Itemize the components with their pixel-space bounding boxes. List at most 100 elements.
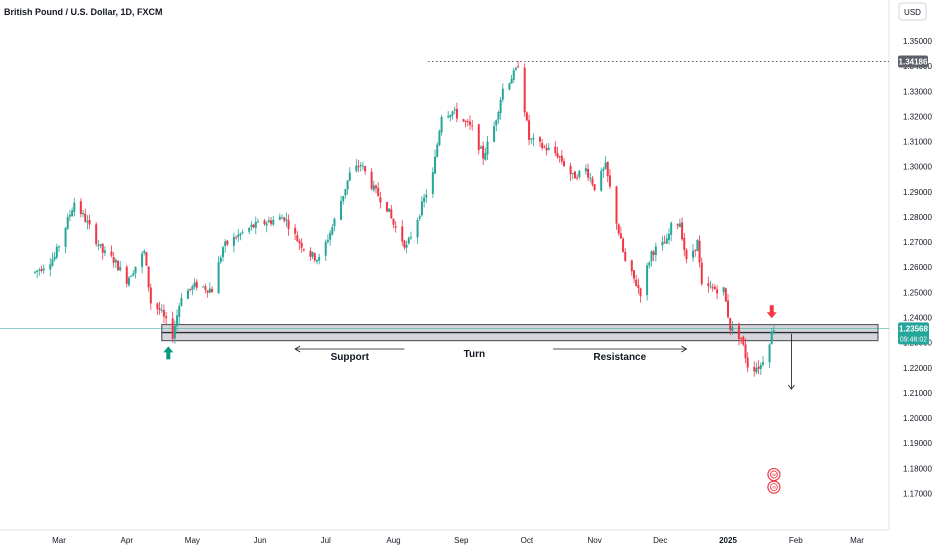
candle[interactable] [530,137,533,145]
candle[interactable] [420,196,423,217]
candle[interactable] [346,180,349,195]
candle[interactable] [425,189,428,203]
currency-badge-gbp[interactable]: GBP [767,467,781,482]
candle[interactable] [737,322,740,346]
candle[interactable] [563,157,566,168]
candle[interactable] [654,242,657,262]
candle[interactable] [178,302,181,324]
candle[interactable] [440,114,443,136]
candle[interactable] [514,66,517,71]
candle[interactable] [88,214,91,229]
candle[interactable] [637,278,640,295]
candle[interactable] [33,270,36,275]
candle[interactable] [156,302,159,316]
candle[interactable] [217,256,220,294]
candle[interactable] [630,259,633,276]
candle[interactable] [134,266,137,279]
candle[interactable] [364,165,367,175]
candle[interactable] [401,220,404,247]
candle[interactable] [302,248,305,252]
candle[interactable] [272,215,275,227]
candle[interactable] [407,236,410,245]
candle[interactable] [224,238,227,253]
candle[interactable] [370,168,373,191]
candle[interactable] [589,172,592,183]
candle[interactable] [361,161,364,171]
candle[interactable] [326,234,329,244]
candle[interactable] [713,284,716,290]
candle[interactable] [202,285,205,288]
candle[interactable] [744,338,747,364]
candle[interactable] [746,352,749,373]
candle[interactable] [101,243,104,260]
candle[interactable] [355,159,358,173]
candle[interactable] [541,138,544,151]
candle[interactable] [375,184,378,194]
candle[interactable] [195,279,198,291]
candle[interactable] [528,114,531,146]
candle[interactable] [523,63,526,117]
candle[interactable] [409,231,412,240]
candle[interactable] [451,110,454,120]
candle[interactable] [469,115,472,130]
candle[interactable] [685,248,688,264]
candle[interactable] [681,217,684,241]
candle[interactable] [357,159,360,173]
candle[interactable] [624,248,627,263]
candle[interactable] [186,288,189,299]
candle[interactable] [117,260,120,271]
candle[interactable] [471,120,474,131]
candle[interactable] [114,258,117,269]
candle[interactable] [232,232,235,253]
candle[interactable] [447,111,450,119]
candle[interactable] [324,239,327,261]
candle[interactable] [593,184,596,192]
candle[interactable] [53,252,56,262]
candle[interactable] [639,287,642,303]
candle[interactable] [615,185,618,230]
candle[interactable] [716,285,719,300]
candle[interactable] [158,301,161,315]
candle[interactable] [141,251,144,274]
candle[interactable] [619,226,622,239]
candle[interactable] [130,274,133,278]
projection-arrow[interactable] [788,333,795,390]
candle[interactable] [73,197,76,217]
candle[interactable] [221,245,224,262]
candle[interactable] [309,247,312,261]
candle[interactable] [545,143,548,156]
candle[interactable] [477,123,480,155]
candle[interactable] [263,218,266,226]
candle[interactable] [453,106,456,114]
candle[interactable] [556,146,559,160]
candle[interactable] [584,164,587,175]
candle[interactable] [147,266,150,292]
candle[interactable] [742,335,745,347]
candle[interactable] [646,262,649,301]
candle[interactable] [635,274,638,287]
candle[interactable] [239,232,242,241]
candle[interactable] [165,311,168,325]
candle[interactable] [486,135,489,160]
candle[interactable] [768,343,771,369]
candle[interactable] [211,286,214,293]
candle[interactable] [99,244,102,249]
candle[interactable] [84,208,87,223]
candle[interactable] [394,221,397,233]
candle[interactable] [667,228,670,245]
candle[interactable] [604,156,607,170]
candle[interactable] [591,175,594,187]
candle[interactable] [740,337,743,344]
candle[interactable] [416,217,419,245]
candle[interactable] [403,239,406,250]
candle[interactable] [578,170,581,180]
candle[interactable] [248,227,251,235]
candle[interactable] [692,244,695,262]
candle[interactable] [652,249,655,262]
annotation-support[interactable]: Support [294,345,405,363]
candle[interactable] [333,217,336,232]
candle[interactable] [270,217,273,226]
candle[interactable] [648,260,651,269]
candle[interactable] [434,149,437,175]
candle[interactable] [344,188,347,199]
